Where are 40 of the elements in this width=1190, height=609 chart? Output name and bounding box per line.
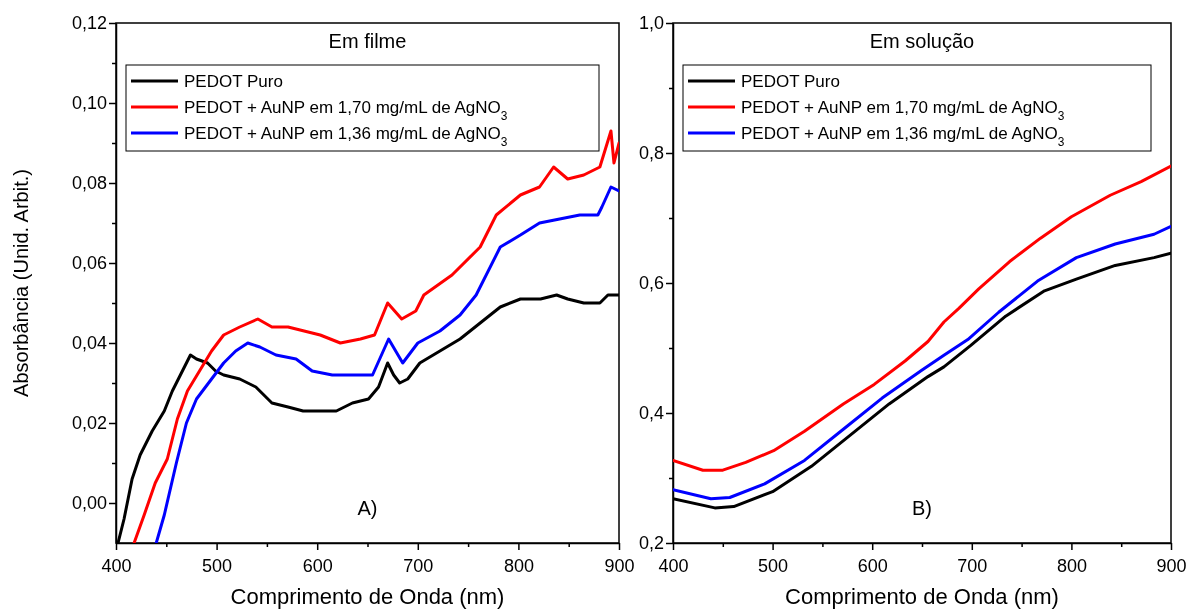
x-tick-label: 500: [202, 555, 233, 576]
x-tick-label: 500: [758, 555, 789, 576]
x-tick-label: 800: [1056, 555, 1087, 576]
annotation: A): [357, 497, 378, 519]
legend-label: PEDOT + AuNP em 1,36 mg/mL de AgNO$_{3}$: [184, 124, 508, 149]
legend-label: PEDOT + AuNP em 1,36 mg/mL de AgNO$_{3}$: [741, 124, 1065, 149]
x-tick-label: 700: [957, 555, 988, 576]
legend-label: PEDOT Puro: [184, 72, 283, 91]
line-series: [673, 164, 1171, 472]
line-series: [154, 185, 619, 543]
line-series: [132, 129, 619, 543]
x-axis-title: Comprimento de Onda (nm): [230, 584, 505, 609]
y-tick-label: 0,10: [71, 93, 107, 114]
y-tick-label: 1,0: [638, 13, 664, 34]
legend-label: PEDOT + AuNP em 1,70 mg/mL de AgNO$_{3}$: [184, 98, 508, 123]
x-tick-label: 900: [604, 555, 635, 576]
x-tick-label: 400: [658, 555, 689, 576]
x-tick-label: 700: [403, 555, 434, 576]
x-tick-label: 900: [1156, 555, 1187, 576]
annotation: B): [912, 497, 932, 519]
y-tick-label: 0,04: [71, 333, 107, 354]
y-tick-label: 0,6: [638, 273, 664, 294]
x-tick-label: 600: [857, 555, 888, 576]
y-tick-label: 0,8: [638, 143, 664, 164]
chart-title: Em filme: [328, 30, 407, 52]
y-tick-label: 0,00: [71, 493, 107, 514]
y-tick-label: 0,12: [71, 13, 107, 34]
x-tick-label: 800: [503, 555, 534, 576]
x-tick-label: 400: [101, 555, 132, 576]
y-tick-label: 0,02: [71, 413, 107, 434]
x-axis-title: Comprimento de Onda (nm): [785, 584, 1059, 609]
y-tick-label: 0,2: [638, 533, 664, 554]
y-tick-label: 0,4: [638, 403, 664, 424]
x-tick-label: 600: [302, 555, 333, 576]
y-tick-label: 0,08: [71, 173, 107, 194]
y-axis-title: Absorbância (Unid. Arbit.): [10, 169, 32, 397]
legend-label: PEDOT + AuNP em 1,70 mg/mL de AgNO$_{3}$: [741, 98, 1065, 123]
y-tick-label: 0,06: [71, 253, 107, 274]
legend-label: PEDOT Puro: [741, 72, 840, 91]
chart-title: Em solução: [869, 30, 975, 52]
